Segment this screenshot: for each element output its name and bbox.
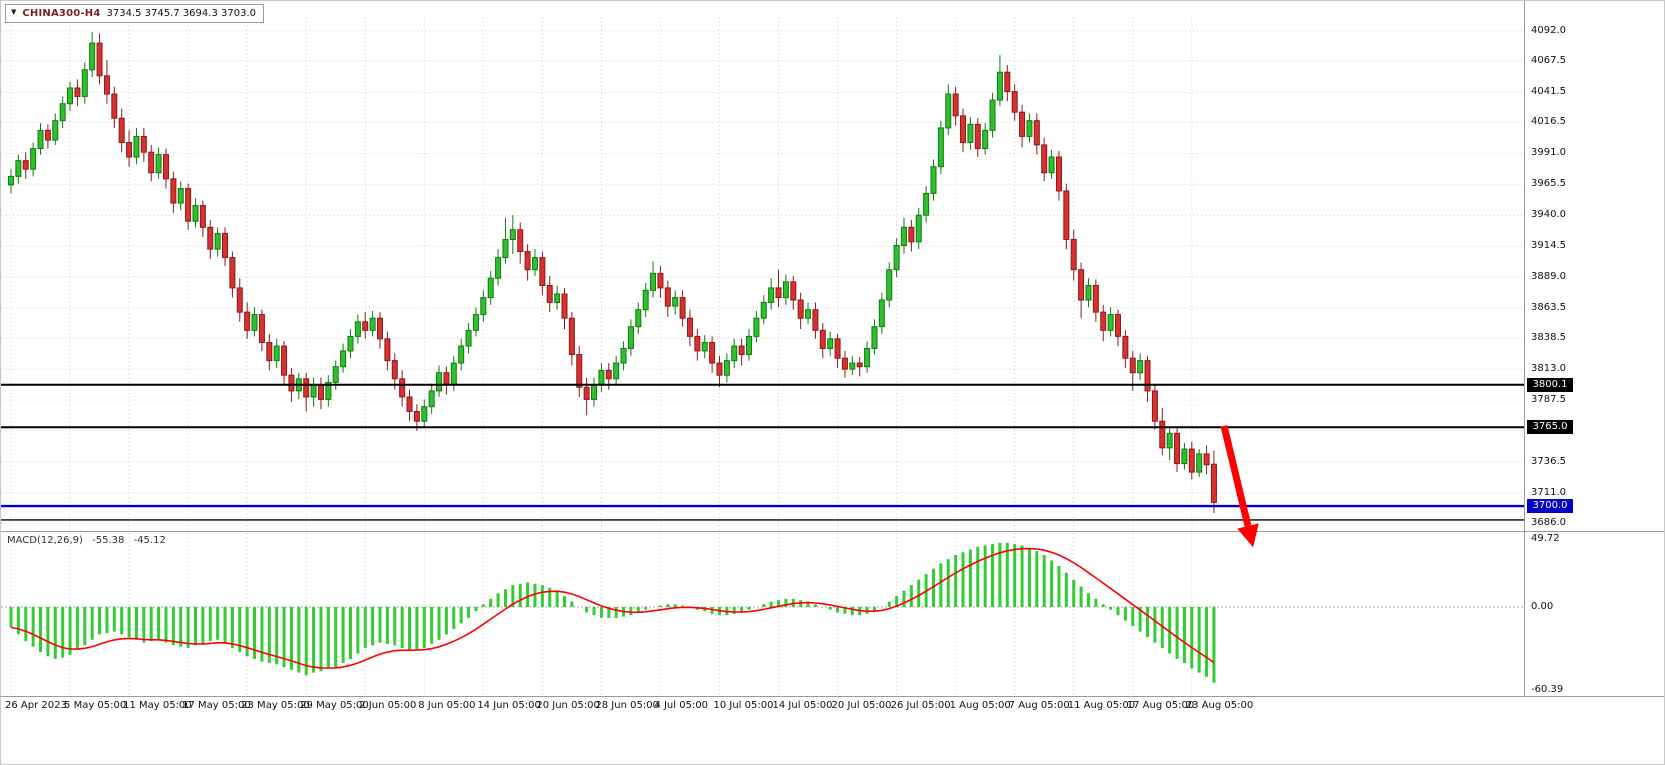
time-axis-label: 26 Apr 2023 [5,700,67,711]
price-tick-label: 3736.5 [1531,455,1568,467]
time-axis-label: 14 Jul 05:00 [772,700,833,711]
price-tick-label: 4041.5 [1531,86,1568,98]
time-axis-label: 28 Jun 05:00 [595,700,659,711]
price-tick-label: 3863.5 [1531,301,1568,313]
time-axis-label: 29 May 05:00 [300,700,369,711]
time-axis-label: 17 Aug 05:00 [1126,700,1195,711]
time-axis-label: 17 May 05:00 [182,700,251,711]
price-tick-label: 3813.0 [1531,363,1568,375]
time-axis-label: 23 Aug 05:00 [1185,700,1254,711]
time-axis-label: 10 Jul 05:00 [713,700,774,711]
price-tick-label: 3787.5 [1531,394,1568,405]
price-tick-label: 3838.5 [1531,332,1568,344]
time-axis: 26 Apr 2023 5 May 05:00 11 May 05:00 17 May… [1,700,1664,716]
time-axis-label: 11 Aug 05:00 [1067,700,1136,711]
symbol-info-box[interactable]: ▼ CHINA300-H4 3734.5 3745.7 3694.3 3703.… [5,4,264,23]
price-tick-label: 3686.0 [1531,517,1568,528]
time-axis-label: 11 May 05:00 [123,700,192,711]
macd-main-value: -55.38 [92,535,125,546]
price-tick-label: 4092.0 [1531,25,1568,36]
time-axis-label: 20 Jul 05:00 [831,700,892,711]
price-axis: 4092.0 4067.5 4041.5 4016.5 3991.0 3965.5 3940… [1527,1,1664,701]
time-axis-label: 14 Jun 05:00 [477,700,541,711]
symbol-title: CHINA300-H4 [22,8,101,19]
symbol-dropdown-icon[interactable]: ▼ [11,8,17,16]
price-tick-label: 3991.0 [1531,147,1568,159]
time-axis-label: 8 Jun 05:00 [418,700,476,711]
macd-name: MACD(12,26,9) [7,535,83,546]
price-line-tag: 3765.0 [1527,420,1573,435]
time-axis-label: 5 May 05:00 [64,700,127,711]
time-axis-label: 26 Jul 05:00 [890,700,951,711]
macd-tick-label: 0.00 [1531,601,1556,612]
price-tick-label: 3711.0 [1531,486,1568,498]
macd-tick-label: 49.72 [1531,533,1562,544]
macd-signal-value: -45.12 [133,535,166,546]
time-axis-label: 2 Jun 05:00 [359,700,417,711]
price-tick-label: 3889.0 [1531,271,1568,282]
time-axis-label: 1 Aug 05:00 [949,700,1011,711]
price-line-tag: 3800.1 [1527,377,1573,392]
symbol-ohlc-values: 3734.5 3745.7 3694.3 3703.0 [106,8,256,19]
time-axis-label: 23 May 05:00 [241,700,310,711]
time-axis-label: 4 Jul 05:00 [654,700,709,711]
price-tick-label: 4067.5 [1531,54,1568,66]
price-tick-label: 3914.5 [1531,240,1568,252]
macd-tick-label: -60.39 [1531,683,1566,695]
time-axis-label: 7 Aug 05:00 [1008,700,1070,711]
price-line-tag: 3700.0 [1527,499,1573,514]
time-axis-label: 20 Jun 05:00 [536,700,600,711]
price-tick-label: 4016.5 [1531,116,1568,128]
price-tick-label: 3940.0 [1531,209,1568,221]
macd-indicator-label: MACD(12,26,9) -55.38 -45.12 [7,535,172,546]
price-tick-label: 3965.5 [1531,178,1568,190]
